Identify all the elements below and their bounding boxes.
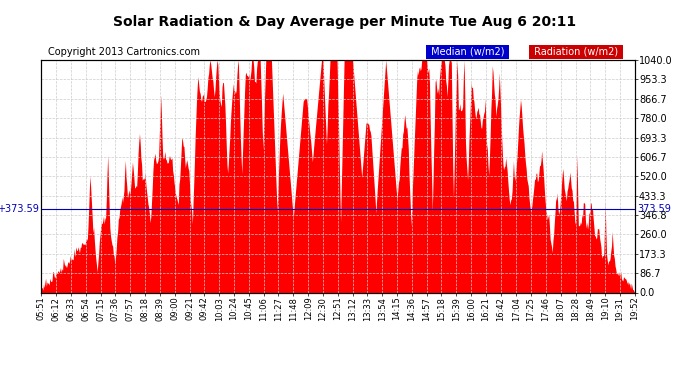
- Text: Copyright 2013 Cartronics.com: Copyright 2013 Cartronics.com: [48, 47, 200, 57]
- Text: 373.59: 373.59: [638, 204, 671, 214]
- Text: Solar Radiation & Day Average per Minute Tue Aug 6 20:11: Solar Radiation & Day Average per Minute…: [113, 15, 577, 29]
- Text: Radiation (w/m2): Radiation (w/m2): [531, 47, 622, 57]
- Text: +373.59: +373.59: [0, 204, 39, 214]
- Text: Median (w/m2): Median (w/m2): [428, 47, 507, 57]
